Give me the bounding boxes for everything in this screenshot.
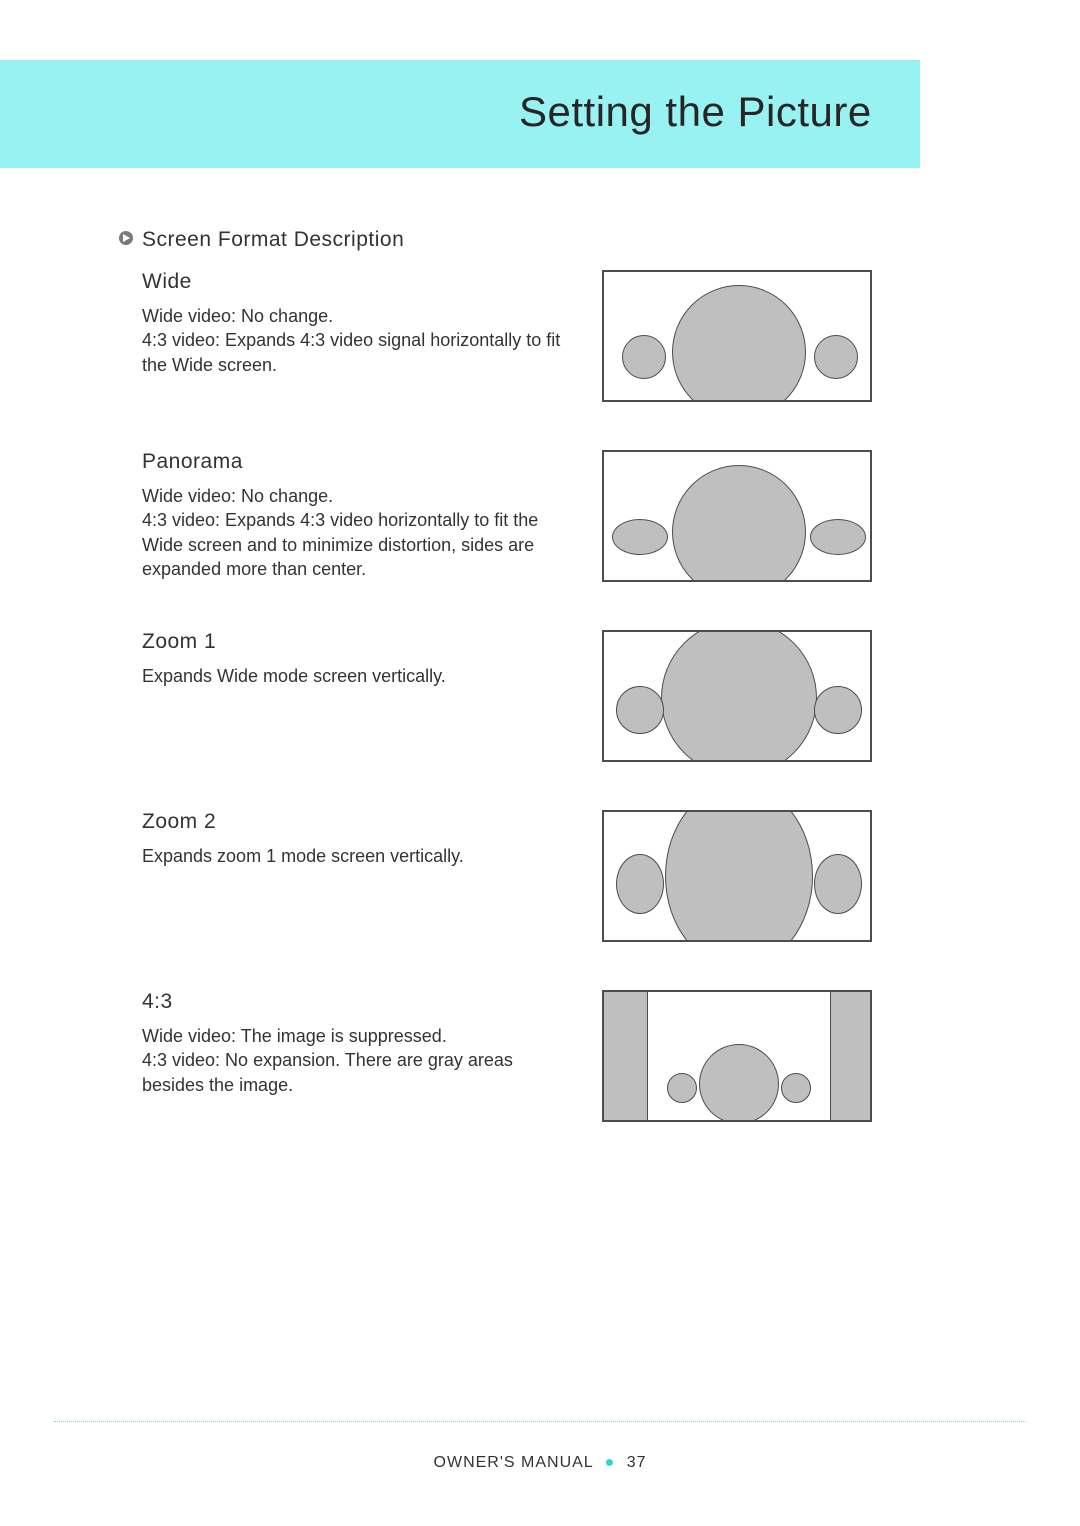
footer-page-number: 37	[627, 1454, 647, 1471]
gray-bar	[830, 992, 872, 1120]
diagram-shape	[781, 1073, 811, 1103]
format-title: Wide	[142, 270, 578, 294]
format-diagram	[602, 990, 872, 1122]
format-text: Zoom 1 Expands Wide mode screen verticall…	[142, 630, 602, 688]
diagram-shape	[814, 335, 858, 379]
format-desc: Expands Wide mode screen vertically.	[142, 664, 578, 688]
diagram-shape	[616, 686, 664, 734]
diagram-shape	[699, 1044, 779, 1122]
format-diagram-col	[602, 630, 902, 762]
format-row: 4:3 Wide video: The image is suppressed.4…	[142, 990, 932, 1122]
format-row: Wide Wide video: No change.4:3 video: Exp…	[142, 270, 932, 402]
diagram-shape	[661, 630, 817, 762]
format-text: Zoom 2 Expands zoom 1 mode screen vertica…	[142, 810, 602, 868]
diagram-shape	[667, 1073, 697, 1103]
format-desc: Expands zoom 1 mode screen vertically.	[142, 844, 578, 868]
format-desc: Wide video: No change.4:3 video: Expands…	[142, 304, 578, 377]
dotted-rule	[54, 1421, 1026, 1422]
format-text: Wide Wide video: No change.4:3 video: Exp…	[142, 270, 602, 377]
diagram-shape	[672, 285, 806, 402]
section-title: Screen Format Description	[142, 228, 404, 252]
format-title: Zoom 1	[142, 630, 578, 654]
diagram-shape	[814, 854, 862, 914]
format-diagram	[602, 630, 872, 762]
format-diagram-col	[602, 270, 902, 402]
diagram-shape	[612, 519, 668, 555]
format-text: 4:3 Wide video: The image is suppressed.4…	[142, 990, 602, 1097]
diagram-shape	[810, 519, 866, 555]
format-text: Panorama Wide video: No change.4:3 video:…	[142, 450, 602, 581]
format-diagram-col	[602, 990, 902, 1122]
diagram-shape	[665, 810, 813, 942]
diagram-shape	[616, 854, 664, 914]
format-diagram	[602, 270, 872, 402]
gray-bar	[604, 992, 648, 1120]
format-desc: Wide video: The image is suppressed.4:3 …	[142, 1024, 578, 1097]
format-diagram	[602, 810, 872, 942]
diagram-shape	[622, 335, 666, 379]
format-title: Zoom 2	[142, 810, 578, 834]
format-row: Zoom 2 Expands zoom 1 mode screen vertica…	[142, 810, 932, 942]
format-row: Zoom 1 Expands Wide mode screen verticall…	[142, 630, 932, 762]
footer-label: OWNER'S MANUAL	[434, 1454, 594, 1471]
diagram-shape	[672, 465, 806, 582]
format-diagram-col	[602, 450, 902, 582]
footer: OWNER'S MANUAL ● 37	[0, 1454, 1080, 1472]
format-desc: Wide video: No change.4:3 video: Expands…	[142, 484, 578, 581]
format-row: Panorama Wide video: No change.4:3 video:…	[142, 450, 932, 582]
format-diagram-col	[602, 810, 902, 942]
format-diagram	[602, 450, 872, 582]
format-title: 4:3	[142, 990, 578, 1014]
diagram-shape	[814, 686, 862, 734]
footer-dot-icon: ●	[605, 1454, 616, 1472]
format-title: Panorama	[142, 450, 578, 474]
page-title: Setting the Picture	[519, 88, 872, 136]
bullet-icon	[118, 230, 134, 246]
content: Wide Wide video: No change.4:3 video: Exp…	[142, 270, 932, 1170]
